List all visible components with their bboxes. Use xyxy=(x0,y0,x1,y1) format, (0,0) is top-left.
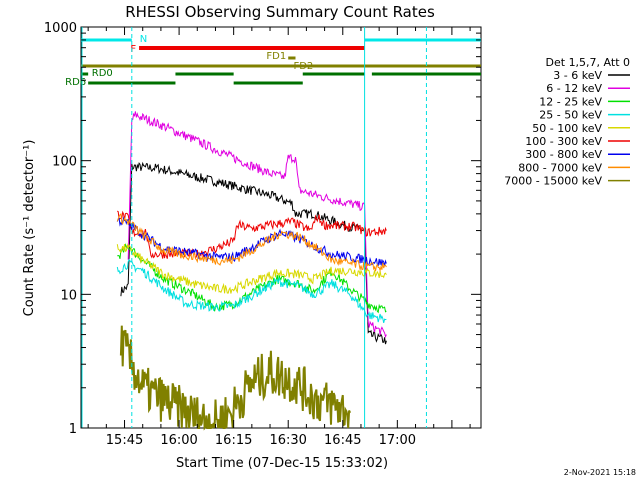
x-tick-label: 16:15 xyxy=(215,433,252,448)
x-axis-label: Start Time (07-Dec-15 15:33:02) xyxy=(176,456,388,471)
legend-label: 6 - 12 keV xyxy=(546,82,602,95)
flag-label-fd2: FD2 xyxy=(293,61,313,72)
x-tick-label: 16:30 xyxy=(269,433,306,448)
chart-title: RHESSI Observing Summary Count Rates xyxy=(125,3,435,21)
legend-label: 100 - 300 keV xyxy=(525,135,602,148)
legend-label: 300 - 800 keV xyxy=(525,148,602,161)
series-line-8 xyxy=(116,212,387,273)
legend-label: 50 - 100 keV xyxy=(532,122,602,135)
series-line-3 xyxy=(117,243,387,314)
x-tick-label: 17:00 xyxy=(379,433,416,448)
series-line-2 xyxy=(127,111,387,339)
x-tick-label: 16:45 xyxy=(324,433,361,448)
series-line-6 xyxy=(117,210,387,260)
footer-date: 2-Nov-2021 15:18 xyxy=(564,468,636,477)
y-tick-label: 1000 xyxy=(44,21,77,36)
y-tick-label: 10 xyxy=(60,288,77,303)
y-axis: 1 10 100 1000 xyxy=(44,21,481,437)
plot-area: NF FD1 FD2 RD0 RD6 xyxy=(65,26,482,431)
y-tick-label: 1 xyxy=(69,422,77,437)
vline-layer xyxy=(81,27,427,428)
series-line-9 xyxy=(119,325,352,431)
flag-label-rd6: RD6 xyxy=(65,77,86,88)
series-line-4 xyxy=(116,258,387,324)
y-axis-label: Count Rate (s⁻¹ detector⁻¹) xyxy=(22,140,37,317)
legend-label: 12 - 25 keV xyxy=(539,95,602,108)
x-tick-label: 15:45 xyxy=(106,433,143,448)
legend-label: 25 - 50 keV xyxy=(539,109,602,122)
x-tick-label: 16:00 xyxy=(160,433,197,448)
series-layer xyxy=(116,111,387,431)
flag-label-n: N xyxy=(140,34,147,45)
legend-label: 7000 - 15000 keV xyxy=(504,175,602,188)
legend-label: 800 - 7000 keV xyxy=(518,161,602,174)
plot-frame xyxy=(80,26,482,429)
series-line-5 xyxy=(116,243,387,294)
flag-label-rd0: RD0 xyxy=(92,68,113,79)
y-tick-label: 100 xyxy=(52,155,77,170)
legend-title: Det 1,5,7, Att 0 xyxy=(546,56,630,69)
legend-label: 3 - 6 keV xyxy=(553,69,602,82)
flag-label-f: F xyxy=(130,44,136,55)
flag-label-fd1: FD1 xyxy=(266,51,286,62)
x-axis: 15:45 16:00 16:15 16:30 16:45 17:00 xyxy=(87,27,471,448)
